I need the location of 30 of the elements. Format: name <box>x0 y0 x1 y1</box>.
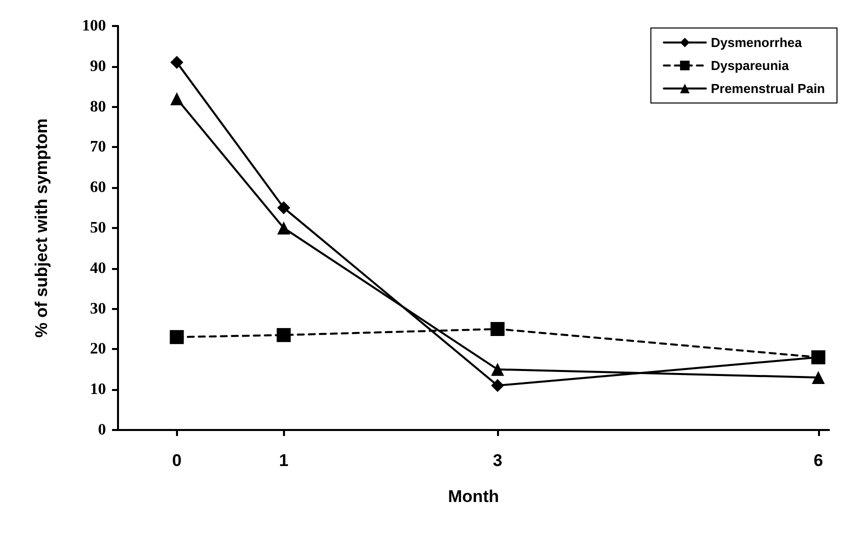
point <box>170 330 184 344</box>
x-tick-label: 0 <box>172 451 182 470</box>
y-tick-label: 10 <box>90 381 106 398</box>
y-tick-label: 40 <box>90 260 106 277</box>
y-tick-label: 30 <box>90 300 106 318</box>
x-tick-label: 1 <box>278 451 288 470</box>
y-tick-label: 50 <box>90 220 106 236</box>
y-tick-label: 0 <box>98 422 106 438</box>
point <box>170 56 184 69</box>
point <box>277 201 290 214</box>
x-axis-title: Month <box>448 487 499 506</box>
point <box>812 370 825 384</box>
point <box>490 322 505 336</box>
point <box>277 222 290 234</box>
y-tick-label: 20 <box>90 340 106 358</box>
y-tick-label: 80 <box>90 98 106 116</box>
point <box>170 92 184 106</box>
x-tick-label: 3 <box>492 451 502 470</box>
x-tick-label: 6 <box>814 451 824 470</box>
legend-label: Dysmenorrhea <box>710 35 803 50</box>
legend-label: Premenstrual Pain <box>710 81 826 96</box>
y-tick-label: 60 <box>90 179 106 196</box>
y-tick-label: 70 <box>90 138 106 156</box>
y-tick-label: 100 <box>82 18 106 34</box>
y-axis-title: % of subject with symptom <box>32 118 51 338</box>
point <box>276 328 291 342</box>
legend-label: Dyspareunia <box>710 58 790 73</box>
point <box>491 379 504 392</box>
y-tick-label: 90 <box>90 58 106 75</box>
point <box>491 362 504 376</box>
